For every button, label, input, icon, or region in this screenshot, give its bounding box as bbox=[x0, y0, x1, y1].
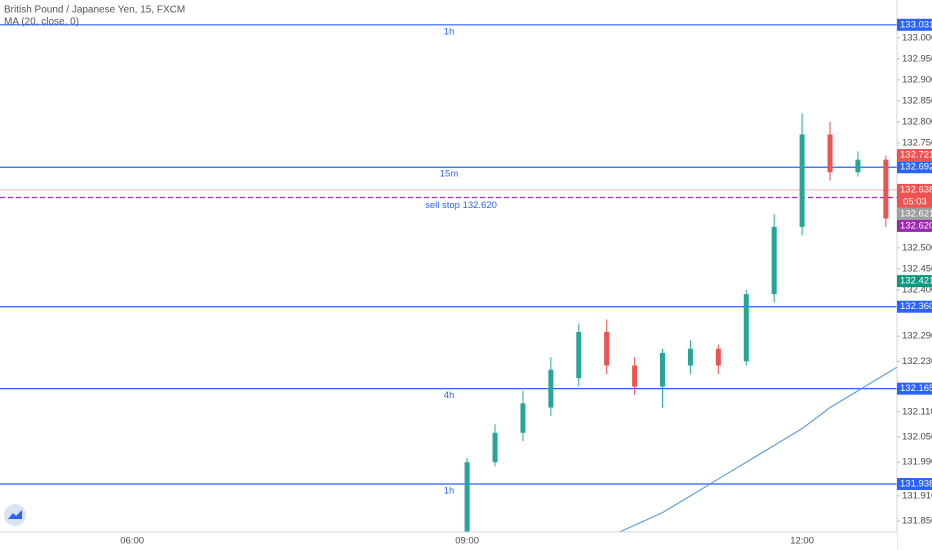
level-timeframe: 15m bbox=[440, 169, 459, 180]
x-tick-label: 06:00 bbox=[120, 536, 144, 547]
price-box-label: 132.421 bbox=[900, 276, 932, 287]
plot-area: 1h 15m 4h 1h sell stop 132.620 bbox=[0, 24, 932, 543]
candle-body bbox=[687, 348, 693, 366]
price-box-label: 132.692 bbox=[900, 162, 932, 173]
y-tick-label: 132.050 bbox=[902, 431, 932, 442]
candle-body bbox=[548, 369, 554, 408]
price-box bbox=[897, 207, 932, 220]
price-box-label: 131.938 bbox=[900, 479, 932, 490]
price-box bbox=[897, 478, 932, 491]
y-tick-label: 132.750 bbox=[902, 137, 932, 148]
level-timeframe: 1h bbox=[444, 26, 455, 37]
countdown-label: 05:03 bbox=[903, 196, 927, 207]
x-tick-label: 09:00 bbox=[455, 536, 479, 547]
price-axis bbox=[897, 0, 932, 550]
candle-body bbox=[520, 403, 526, 433]
price-box bbox=[897, 382, 932, 395]
candle-body bbox=[855, 159, 861, 173]
candle-body bbox=[492, 432, 498, 463]
price-box bbox=[897, 275, 932, 288]
price-box bbox=[897, 183, 932, 208]
candle-body bbox=[660, 352, 666, 387]
y-tick-label: 132.230 bbox=[902, 356, 932, 367]
price-box bbox=[897, 18, 932, 31]
y-tick-label: 132.500 bbox=[902, 242, 932, 253]
price-box bbox=[897, 149, 932, 162]
order-text: sell stop 132.620 bbox=[425, 200, 497, 211]
y-tick-label: 132.400 bbox=[902, 284, 932, 295]
y-tick-label: 132.450 bbox=[902, 263, 932, 274]
price-box-label: 132.620 bbox=[900, 220, 932, 231]
y-tick-label: 132.110 bbox=[902, 406, 932, 417]
candle-body bbox=[799, 134, 805, 227]
y-tick-label: 131.850 bbox=[902, 516, 932, 527]
candle-body bbox=[771, 226, 777, 295]
chart-title: British Pound / Japanese Yen, 15, FXCM bbox=[4, 5, 185, 16]
moving-average bbox=[606, 345, 932, 539]
indicator-label: MA (20, close, 0) bbox=[4, 17, 79, 28]
price-box-label: 132.165 bbox=[900, 383, 932, 394]
candle-body bbox=[632, 365, 638, 387]
candle-body bbox=[883, 159, 889, 219]
price-box-label: 133.031 bbox=[900, 19, 932, 30]
y-tick-label: 132.290 bbox=[902, 331, 932, 342]
logo bbox=[4, 504, 26, 526]
y-tick-label: 133.000 bbox=[902, 32, 932, 43]
candle-body bbox=[604, 331, 610, 366]
price-box-label: 132.721 bbox=[900, 150, 932, 161]
y-tick-label: 131.990 bbox=[902, 457, 932, 468]
axes: 133.000 132.950 132.900 132.850 132.800 132.7… bbox=[120, 18, 932, 547]
price-box bbox=[897, 161, 932, 174]
candle-body bbox=[715, 348, 721, 366]
candle-body bbox=[743, 294, 749, 362]
candle-body bbox=[576, 331, 582, 379]
level-timeframe: 1h bbox=[444, 486, 455, 497]
price-box bbox=[897, 300, 932, 313]
candle-body bbox=[827, 134, 833, 173]
x-tick-label: 12:00 bbox=[790, 536, 814, 547]
time-axis bbox=[0, 532, 897, 550]
price-box-label: 132.638 bbox=[900, 184, 932, 195]
y-tick-label: 131.910 bbox=[902, 490, 932, 501]
y-tick-label: 132.800 bbox=[902, 116, 932, 127]
y-tick-label: 132.950 bbox=[902, 53, 932, 64]
price-box-label: 132.360 bbox=[900, 301, 932, 312]
candle-body bbox=[464, 462, 470, 534]
y-tick-label: 132.900 bbox=[902, 74, 932, 85]
price-box bbox=[897, 219, 932, 232]
level-timeframe: 4h bbox=[444, 390, 455, 401]
y-tick-label: 132.850 bbox=[902, 95, 932, 106]
price-box-label: 132.621 bbox=[900, 208, 932, 219]
